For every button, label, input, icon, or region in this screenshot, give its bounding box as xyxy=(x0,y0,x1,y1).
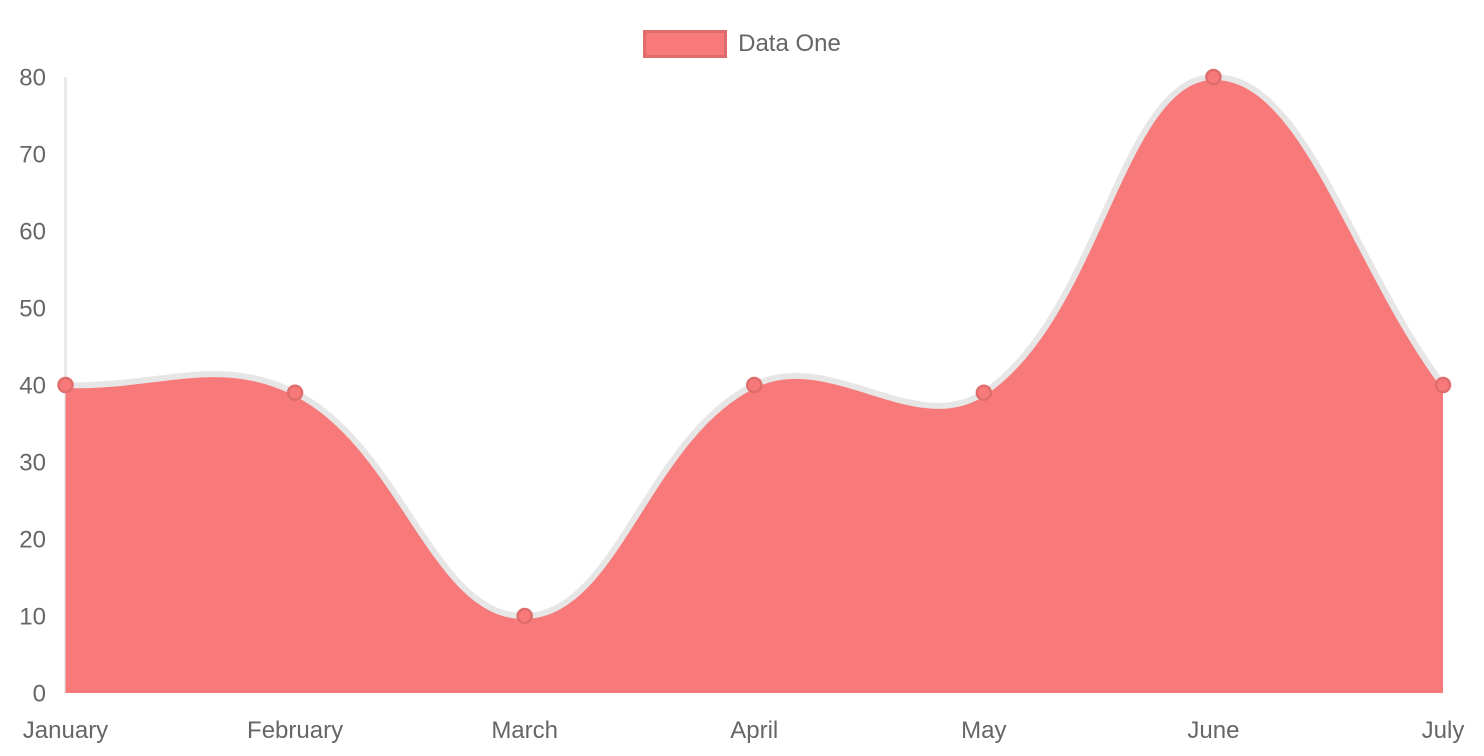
y-axis-tick-label: 0 xyxy=(33,681,46,708)
x-axis-label-march: March xyxy=(491,717,558,744)
data-point-january[interactable] xyxy=(57,376,74,394)
y-axis-tick-label: 20 xyxy=(19,527,46,554)
data-point-june[interactable] xyxy=(1205,68,1222,86)
chart-legend: Data One xyxy=(0,30,1484,58)
data-point-march[interactable] xyxy=(516,607,533,625)
y-axis-tick-label: 80 xyxy=(19,65,46,92)
y-axis-tick-label: 50 xyxy=(19,296,46,323)
x-axis-label-april: April xyxy=(730,717,778,744)
legend-swatch xyxy=(643,30,728,58)
y-axis-tick-label: 70 xyxy=(19,142,46,169)
data-point-july[interactable] xyxy=(1434,376,1452,394)
data-point-april[interactable] xyxy=(746,376,763,394)
x-axis-label-january: January xyxy=(23,717,108,744)
y-axis-tick-label: 30 xyxy=(19,450,46,477)
data-point-february[interactable] xyxy=(286,384,304,401)
y-axis-tick-label: 10 xyxy=(19,604,46,631)
x-axis-label-june: June xyxy=(1187,717,1239,744)
y-axis-tick-label: 60 xyxy=(19,219,46,246)
data-point-may[interactable] xyxy=(975,384,993,401)
y-axis-tick-label: 40 xyxy=(19,373,46,400)
x-axis-label-february: February xyxy=(247,717,343,744)
x-axis-label-july: July xyxy=(1422,717,1465,744)
legend-item-data-one[interactable]: Data One xyxy=(643,30,841,58)
legend-label: Data One xyxy=(738,30,841,57)
x-axis-label-may: May xyxy=(961,717,1006,744)
